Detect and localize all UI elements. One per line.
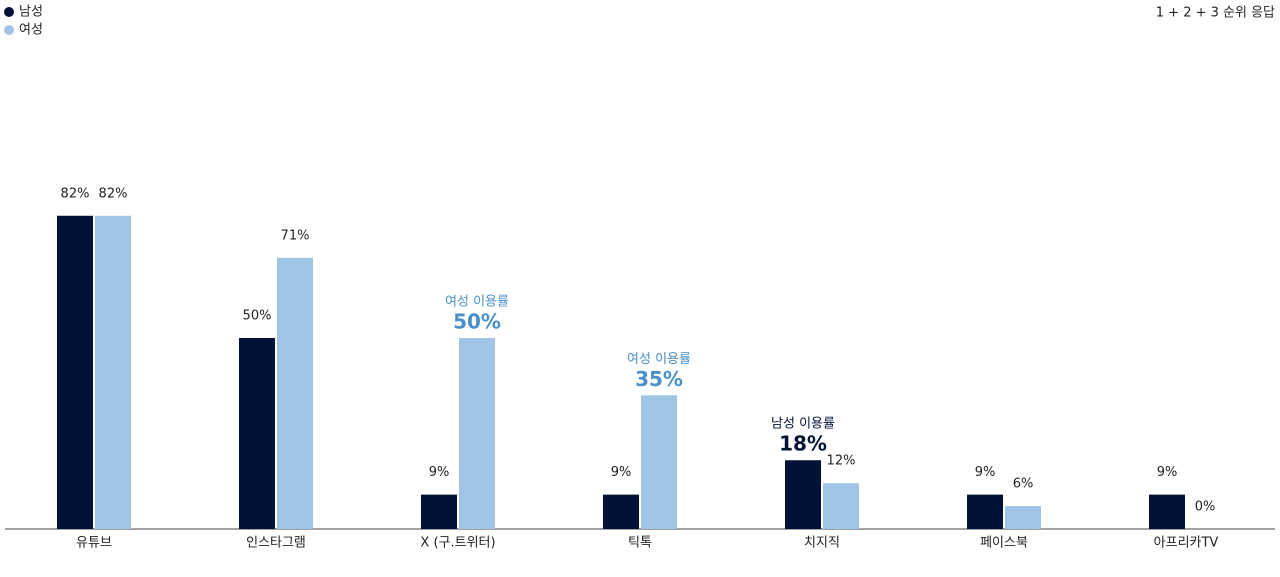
highlight-annotation: 남성 이용률: [771, 417, 835, 432]
legend-marker: [4, 7, 14, 17]
highlight-annotation: 여성 이용률: [445, 295, 509, 310]
bar: [785, 460, 821, 529]
value-label: 9%: [975, 465, 996, 480]
chart-note: 1 + 2 + 3 순위 응답: [1156, 6, 1275, 21]
bar: [277, 257, 313, 529]
value-label: 9%: [429, 465, 450, 480]
highlight-value-label: 35%: [635, 367, 683, 391]
value-label: 82%: [99, 186, 128, 201]
x-tick-label: 틱톡: [628, 536, 652, 551]
x-tick-label: 아프리카TV: [1154, 536, 1219, 551]
x-tick-label: 치지직: [804, 536, 840, 551]
bar: [967, 494, 1003, 529]
value-label: 12%: [827, 454, 856, 469]
value-label: 50%: [243, 309, 272, 324]
bar: [603, 494, 639, 529]
bar: [823, 483, 859, 529]
bar: [641, 395, 677, 529]
x-tick-label: X (구.트위터): [420, 536, 495, 551]
x-tick-label: 인스타그램: [246, 536, 306, 551]
value-label: 9%: [1157, 465, 1178, 480]
bar: [421, 494, 457, 529]
bar: [1149, 494, 1185, 529]
value-label: 6%: [1013, 477, 1034, 492]
highlight-value-label: 18%: [779, 432, 827, 456]
bar: [239, 338, 275, 529]
x-tick-label: 유튜브: [76, 536, 112, 551]
bar: [95, 215, 131, 529]
value-label: 71%: [281, 228, 310, 243]
value-label: 82%: [61, 186, 90, 201]
value-label: 9%: [611, 465, 632, 480]
highlight-value-label: 50%: [453, 310, 501, 334]
bar: [57, 215, 93, 529]
x-tick-label: 페이스북: [980, 536, 1028, 551]
legend-label: 남성: [19, 5, 43, 20]
highlight-annotation: 여성 이용률: [627, 352, 691, 367]
bar: [459, 338, 495, 529]
legend-label: 여성: [19, 23, 43, 38]
legend-marker: [4, 25, 14, 35]
value-label: 0%: [1195, 500, 1216, 515]
bar: [1005, 506, 1041, 529]
